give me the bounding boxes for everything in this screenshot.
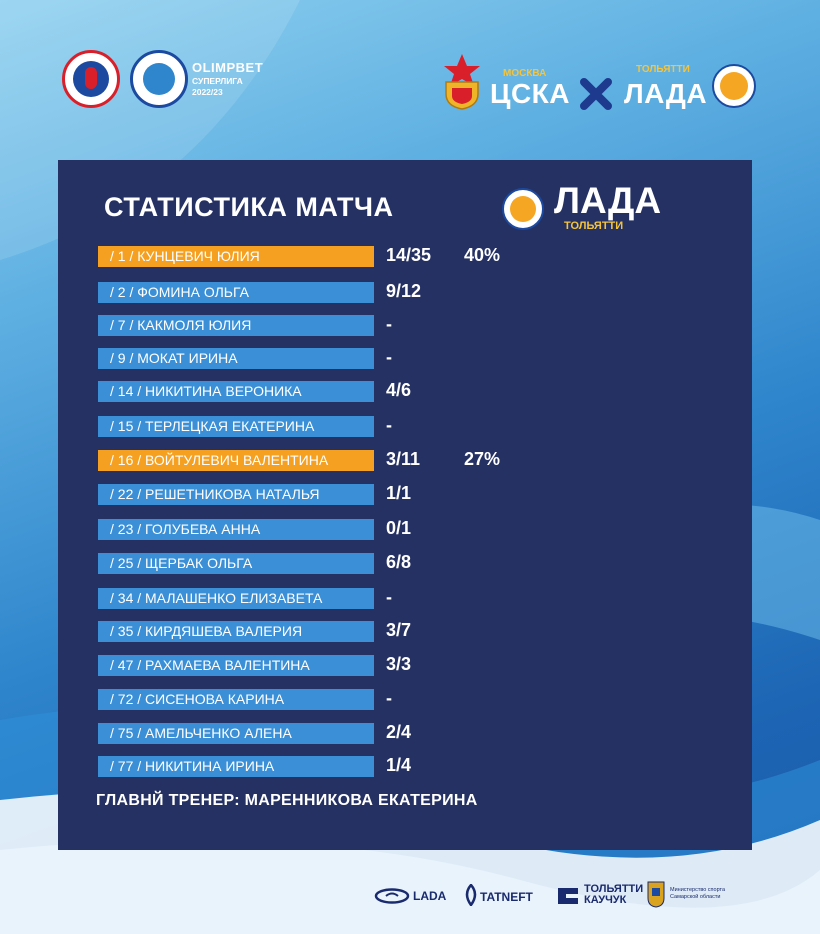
player-row: / 9 / МОКАТ ИРИНА - <box>98 347 558 369</box>
player-name: / 25 / ЩЕРБАК ОЛЬГА <box>110 555 253 571</box>
player-name-bar <box>98 416 374 437</box>
tatneft-logo-icon <box>465 884 477 906</box>
sponsor-tatneft: TATNEFT <box>480 890 533 904</box>
home-city: МОСКВА <box>503 68 547 79</box>
league-logo-icon <box>130 50 188 108</box>
player-name-bar <box>98 381 374 402</box>
player-row: / 47 / РАХМАЕВА ВАЛЕНТИНА 3/3 <box>98 654 558 676</box>
league-subtitle: СУПЕРЛИГА 2022/23 <box>192 76 243 98</box>
away-city: ТОЛЬЯТТИ <box>636 64 690 75</box>
player-name: / 2 / ФОМИНА ОЛЬГА <box>110 284 249 300</box>
league-subtitle-line2: 2022/23 <box>192 87 223 97</box>
sponsor-bar: LADA TATNEFT ТОЛЬЯТТИ КАУЧУК Министерств… <box>0 870 820 930</box>
player-name-bar <box>98 723 374 744</box>
federation-logo-icon <box>62 50 120 108</box>
player-score: 0/1 <box>386 518 412 538</box>
team-city: ТОЛЬЯТТИ <box>564 220 624 232</box>
player-name: / 47 / РАХМАЕВА ВАЛЕНТИНА <box>110 657 310 673</box>
player-name: / 35 / КИРДЯШЕВА ВАЛЕРИЯ <box>110 623 303 639</box>
kauchuk-logo-icon <box>558 888 578 904</box>
player-name: / 15 / ТЕРЛЕЦКАЯ ЕКАТЕРИНА <box>110 418 315 434</box>
player-name-bar <box>98 689 374 710</box>
match-header: OLIMPBET СУПЕРЛИГА 2022/23 МОСКВА ЦСКА Т… <box>0 0 820 150</box>
player-row: / 15 / ТЕРЛЕЦКАЯ ЕКАТЕРИНА - <box>98 415 558 437</box>
sponsor-lada: LADA <box>413 889 447 903</box>
player-score: 3/7 <box>386 620 412 640</box>
sponsor-ministry: Министерство спорта Самарской области <box>670 887 725 901</box>
player-name: / 34 / МАЛАШЕНКО ЕЛИЗАВЕТА <box>110 590 323 606</box>
sponsor-ministry-line2: Самарской области <box>670 894 721 900</box>
player-row: / 77 / НИКИТИНА ИРИНА 1/4 <box>98 755 558 777</box>
player-name: / 9 / МОКАТ ИРИНА <box>110 350 238 366</box>
player-score: 1/1 <box>386 483 412 503</box>
player-row: / 25 / ЩЕРБАК ОЛЬГА 6/8 <box>98 552 558 574</box>
player-name: / 72 / СИСЕНОВА КАРИНА <box>110 691 285 707</box>
player-row: / 75 / АМЕЛЬЧЕНКО АЛЕНА 2/4 <box>98 722 558 744</box>
player-name-bar <box>98 553 374 574</box>
player-row: / 2 / ФОМИНА ОЛЬГА 9/12 <box>98 281 558 303</box>
player-score: 14/35 <box>386 245 432 265</box>
player-name: / 7 / КАКМОЛЯ ЮЛИЯ <box>110 317 252 333</box>
team-name: ЛАДА <box>554 180 662 221</box>
sponsor-kauchuk-line1: ТОЛЬЯТТИ <box>584 883 644 895</box>
cska-emblem-icon <box>444 54 480 110</box>
player-row: / 16 / ВОЙТУЛЕВИЧ ВАЛЕНТИНА 3/11 27% <box>98 449 558 471</box>
sponsor-kauchuk-line2: КАУЧУК <box>584 894 627 906</box>
player-name-bar <box>98 348 374 369</box>
player-name: / 23 / ГОЛУБЕВА АННА <box>110 521 261 537</box>
player-score: 9/12 <box>386 281 422 301</box>
player-score: 3/3 <box>386 654 412 674</box>
player-row: / 72 / СИСЕНОВА КАРИНА - <box>98 688 558 710</box>
versus-x-icon <box>580 78 612 110</box>
sponsor-ministry-line1: Министерство спорта <box>670 887 726 893</box>
player-row: / 22 / РЕШЕТНИКОВА НАТАЛЬЯ 1/1 <box>98 483 558 505</box>
player-name-bar <box>98 588 374 609</box>
league-subtitle-line1: СУПЕРЛИГА <box>192 76 243 86</box>
stats-panel: СТАТИСТИКА МАТЧА ЛАДА ТОЛЬЯТТИ / 1 / КУН… <box>58 160 752 850</box>
player-percentage: 40% <box>464 245 501 265</box>
lada-club-logo-icon <box>712 64 756 108</box>
player-score: - <box>386 688 392 708</box>
player-row: / 35 / КИРДЯШЕВА ВАЛЕРИЯ 3/7 <box>98 620 558 642</box>
league-title: OLIMPBET <box>192 60 264 75</box>
player-score: - <box>386 314 392 334</box>
player-name: / 14 / НИКИТИНА ВЕРОНИКА <box>110 383 302 399</box>
player-score: 2/4 <box>386 722 412 742</box>
home-team: ЦСКА <box>490 78 570 109</box>
sponsor-kauchuk: ТОЛЬЯТТИ КАУЧУК <box>584 884 643 906</box>
player-score: 6/8 <box>386 552 412 572</box>
player-name: / 22 / РЕШЕТНИКОВА НАТАЛЬЯ <box>110 486 320 502</box>
player-name-bar <box>98 655 374 676</box>
player-score: - <box>386 347 392 367</box>
player-row: / 14 / НИКИТИНА ВЕРОНИКА 4/6 <box>98 380 558 402</box>
lada-club-logo-icon <box>502 188 544 230</box>
player-percentage: 27% <box>464 449 501 469</box>
player-name-bar <box>98 519 374 540</box>
player-name-bar <box>98 282 374 303</box>
player-name-bar <box>98 450 374 471</box>
player-row: / 1 / КУНЦЕВИЧ ЮЛИЯ 14/35 40% <box>98 245 558 267</box>
player-score: - <box>386 587 392 607</box>
player-name-bar <box>98 246 374 267</box>
player-row: / 23 / ГОЛУБЕВА АННА 0/1 <box>98 518 558 540</box>
player-name: / 1 / КУНЦЕВИЧ ЮЛИЯ <box>110 248 260 264</box>
player-name-bar <box>98 484 374 505</box>
player-row: / 7 / КАКМОЛЯ ЮЛИЯ - <box>98 314 558 336</box>
player-name: / 75 / АМЕЛЬЧЕНКО АЛЕНА <box>110 725 292 741</box>
player-name-bar <box>98 621 374 642</box>
player-score: 3/11 <box>386 449 421 469</box>
lada-car-logo-icon <box>374 888 410 904</box>
player-score: 1/4 <box>386 755 412 775</box>
player-name: / 16 / ВОЙТУЛЕВИЧ ВАЛЕНТИНА <box>110 452 329 468</box>
player-score: - <box>386 415 392 435</box>
ministry-emblem-icon <box>647 881 665 908</box>
player-score: 4/6 <box>386 380 412 400</box>
player-row: / 34 / МАЛАШЕНКО ЕЛИЗАВЕТА - <box>98 587 558 609</box>
player-name: / 77 / НИКИТИНА ИРИНА <box>110 758 275 774</box>
panel-title: СТАТИСТИКА МАТЧА <box>104 192 394 222</box>
player-name-bar <box>98 756 374 777</box>
head-coach: ГЛАВНЙ ТРЕНЕР: МАРЕННИКОВА ЕКАТЕРИНА <box>96 792 478 809</box>
player-name-bar <box>98 315 374 336</box>
away-team: ЛАДА <box>624 78 708 109</box>
